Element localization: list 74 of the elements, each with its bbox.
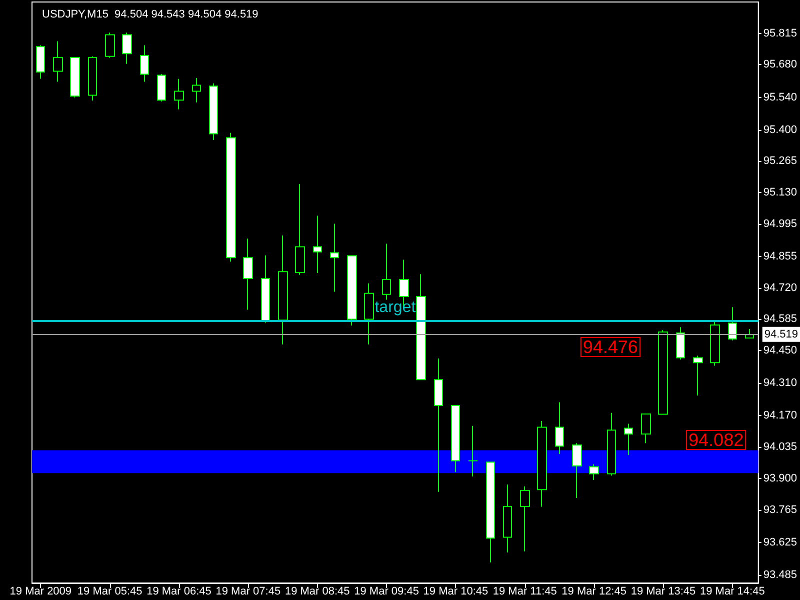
candlestick [243, 238, 253, 310]
y-tick-label: 93.625 [763, 536, 798, 548]
candlestick [537, 420, 547, 508]
y-tick-label: 93.900 [763, 472, 798, 484]
candlestick [140, 44, 149, 82]
candlestick [157, 74, 166, 102]
candlestick [624, 423, 633, 456]
x-tick-label: 19 Mar 09:45 [354, 586, 419, 598]
x-tick-label: 19 Mar 2009 [10, 586, 72, 598]
candlestick [676, 326, 685, 360]
x-tick-label: 19 Mar 08:45 [284, 586, 350, 598]
annotation: 94.476 [582, 337, 638, 357]
x-tick-label: 19 Mar 05:45 [77, 586, 142, 598]
candlestick [174, 78, 184, 110]
y-tick-label: 94.855 [763, 250, 798, 262]
x-tick-label: 19 Mar 06:45 [146, 586, 212, 598]
candlestick [658, 330, 668, 415]
y-tick-label: 93.765 [763, 504, 798, 516]
candlestick [728, 306, 737, 341]
y-tick-label: 95.265 [763, 155, 798, 168]
candlestick [434, 358, 443, 492]
candlestick [572, 442, 582, 498]
candlestick [555, 402, 564, 455]
y-tick-label: 95.400 [763, 124, 798, 136]
candlestick [261, 254, 270, 324]
x-tick-label: 19 Mar 10:45 [423, 586, 488, 598]
y-tick-label: 94.450 [763, 344, 798, 357]
candlestick [36, 44, 45, 80]
candlestick [710, 322, 720, 366]
candlestick [486, 462, 495, 563]
candlestick [451, 404, 460, 473]
y-tick-label: 95.540 [763, 91, 798, 104]
candlestick [503, 484, 512, 553]
candlestick [122, 32, 132, 64]
ref-line-label: 94.519 [764, 328, 798, 340]
y-tick-label: 94.585 [763, 313, 798, 326]
text: USDJPY,M15 94.504 94.543 94.504 94.519 [42, 8, 258, 20]
candlestick [313, 215, 322, 274]
y-tick-label: 95.680 [763, 58, 798, 71]
candlestick [416, 274, 426, 380]
y-tick-label: 95.130 [763, 186, 798, 199]
annotation: 94.082 [688, 430, 744, 450]
y-tick-label: 94.170 [763, 410, 798, 422]
candlestick [295, 183, 305, 276]
candlestick [192, 77, 201, 103]
candlestick [641, 414, 651, 444]
y-tick-label: 94.035 [763, 441, 798, 454]
candlestick [53, 40, 63, 82]
candlestick [105, 32, 115, 58]
candlestick [589, 464, 599, 481]
x-tick-label: 19 Mar 14:45 [700, 586, 765, 598]
ref-line-label: target [374, 298, 416, 316]
y-tick-label: 94.995 [763, 218, 798, 230]
x-tick-label: 19 Mar 13:45 [630, 586, 696, 598]
candlestick [330, 223, 339, 292]
y-tick-label: 95.815 [763, 27, 798, 40]
candlestick [88, 56, 97, 102]
x-tick-label: 19 Mar 07:45 [216, 586, 281, 598]
candlestick [70, 57, 80, 98]
x-tick-label: 19 Mar 11:45 [492, 586, 557, 598]
candlestick [693, 355, 703, 396]
candlestick [209, 82, 218, 141]
candlestick [226, 132, 236, 262]
x-tick-label: 19 Mar 12:45 [562, 586, 626, 598]
y-tick-label: 94.720 [763, 282, 798, 294]
candlestick [382, 243, 391, 300]
y-tick-label: 93.485 [763, 568, 798, 581]
candlestick [347, 255, 357, 326]
candlestick [468, 425, 478, 477]
candlestick [607, 412, 616, 476]
candlestick [364, 282, 374, 345]
candlestick [520, 486, 530, 552]
candlestick [278, 235, 288, 345]
y-tick-label: 94.310 [763, 377, 798, 390]
